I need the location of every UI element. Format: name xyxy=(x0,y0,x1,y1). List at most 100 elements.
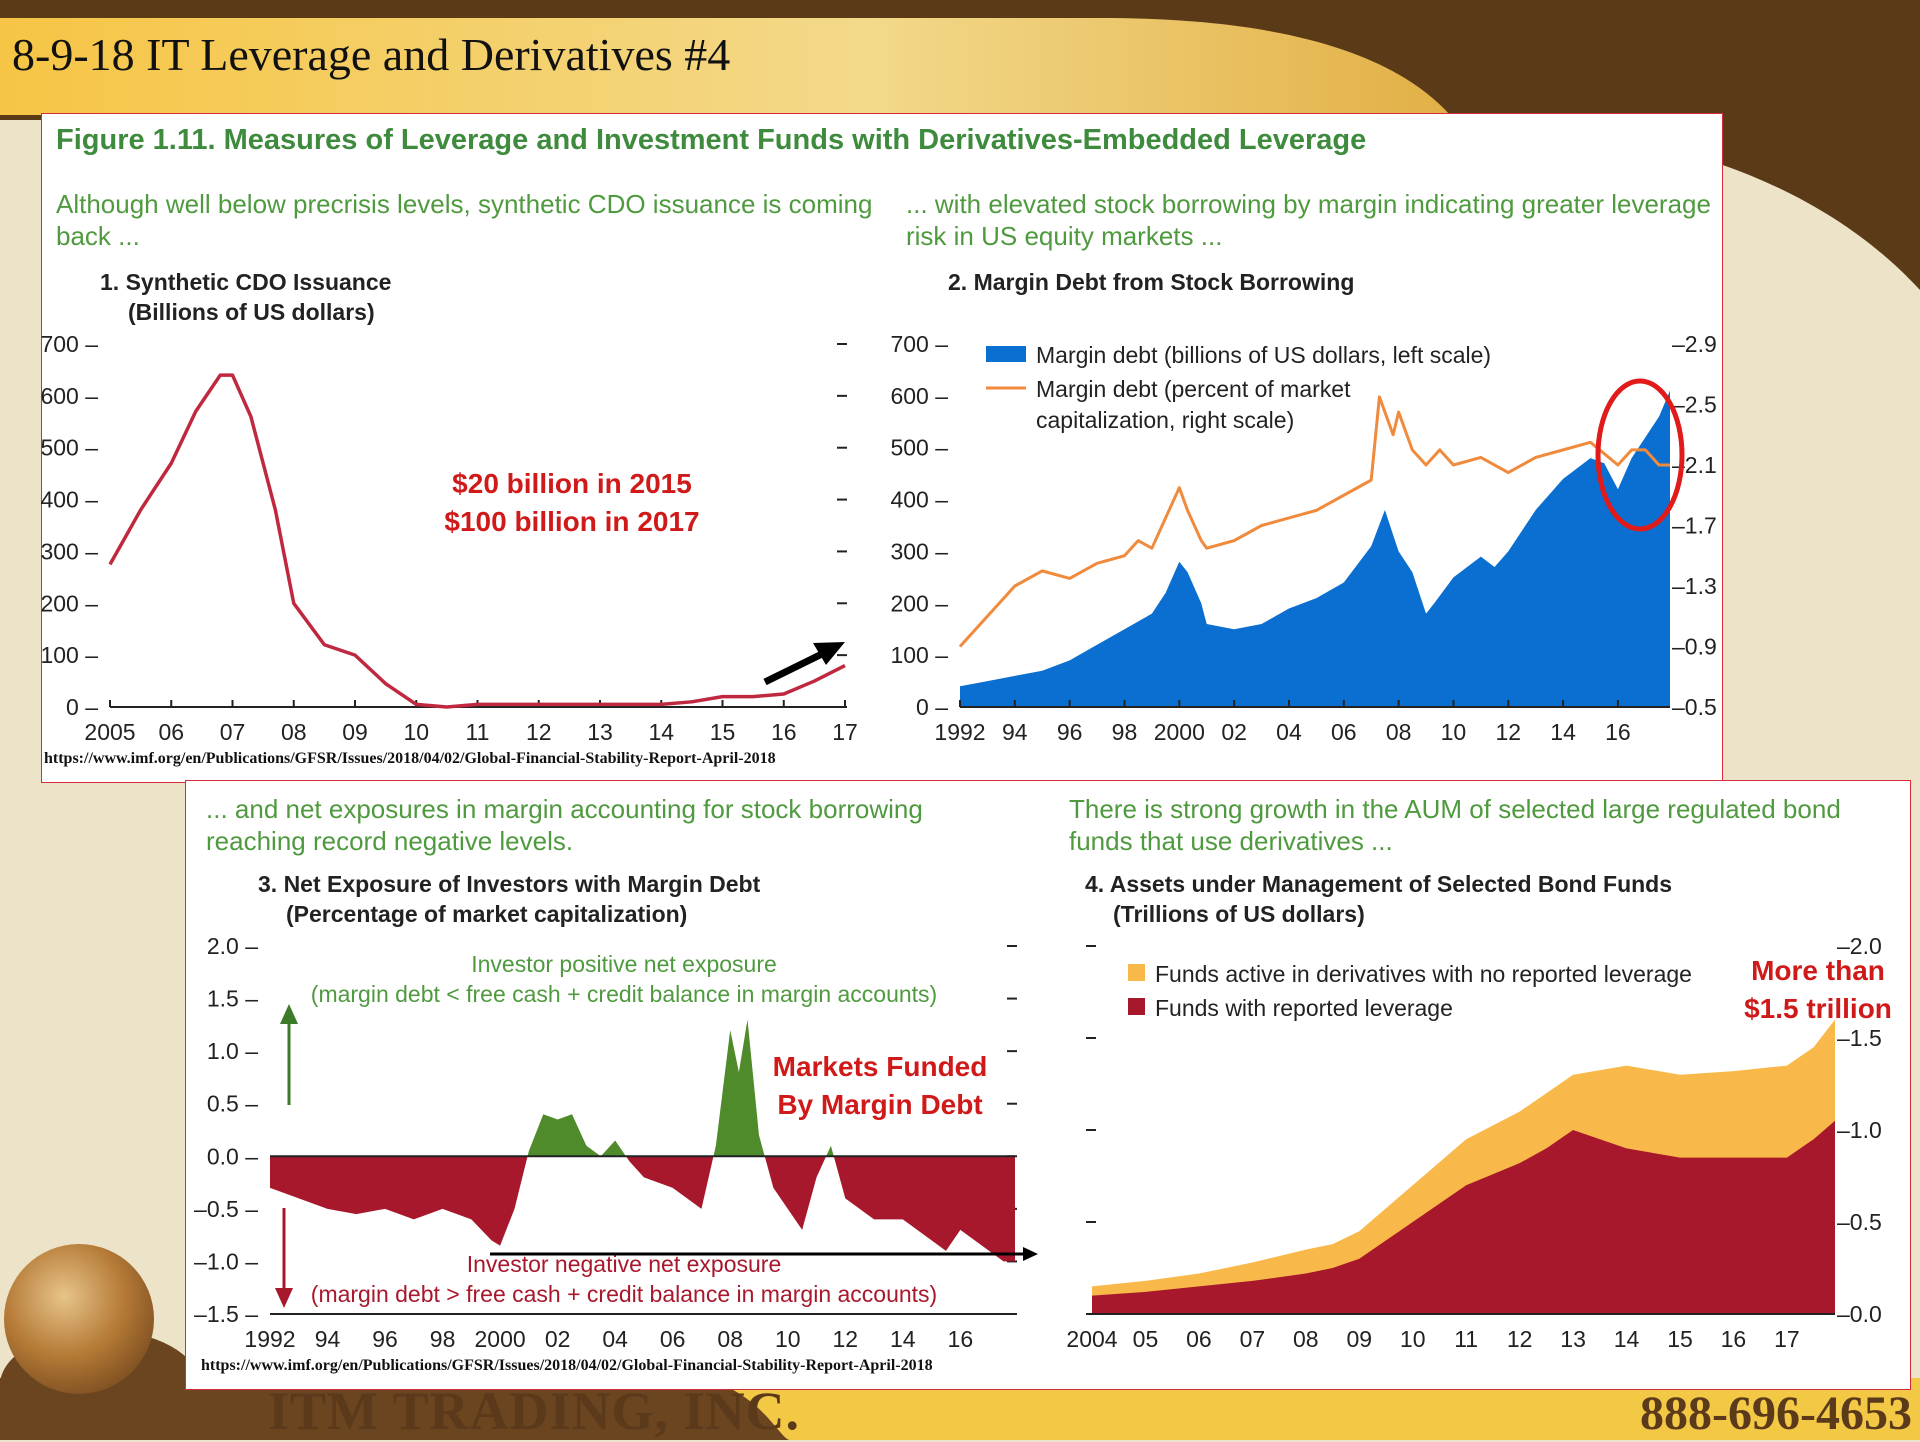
x-tick-label: 98 xyxy=(1112,719,1138,745)
lead-line: ... and net exposures in margin accounti… xyxy=(206,794,923,824)
legend-swatch-leverage xyxy=(1128,998,1145,1015)
y-tick-label: 0 – xyxy=(66,694,98,720)
x-tick-label: 94 xyxy=(1002,719,1028,745)
x-tick-label: 08 xyxy=(1293,1326,1319,1352)
x-tick-label: 13 xyxy=(587,719,613,745)
x-tick-label: 11 xyxy=(1454,1326,1478,1352)
y-tick-label: 100 – xyxy=(890,642,948,668)
x-tick-label: 08 xyxy=(717,1326,743,1352)
x-tick-label: 04 xyxy=(602,1326,628,1352)
lead-line: Although well below precrisis levels, sy… xyxy=(56,189,873,219)
y-tick-label: 0 – xyxy=(916,694,948,720)
chart-title: 4. Assets under Management of Selected B… xyxy=(1085,871,1672,897)
negative-exposure-area xyxy=(270,1156,1015,1262)
x-tick-label: 16 xyxy=(948,1326,974,1352)
y-tick-label: –1.5 xyxy=(1837,1025,1882,1051)
negative-exposure-label: (margin debt > free cash + credit balanc… xyxy=(311,1281,937,1307)
y-tick-label: 300 – xyxy=(40,538,98,564)
legend-label: Funds active in derivatives with no repo… xyxy=(1155,961,1692,987)
x-tick-label: 94 xyxy=(315,1326,341,1352)
x-tick-label: 05 xyxy=(1133,1326,1159,1352)
x-tick-label: 10 xyxy=(775,1326,801,1352)
down-arrow-head xyxy=(275,1288,293,1308)
x-tick-label: 2000 xyxy=(1154,719,1205,745)
y-tick-label: –1.0 xyxy=(1837,1117,1882,1143)
x-tick-label: 10 xyxy=(1400,1326,1426,1352)
y2-tick-label: –0.9 xyxy=(1672,634,1717,660)
chart-title: (Percentage of market capitalization) xyxy=(286,901,687,927)
x-tick-label: 15 xyxy=(710,719,736,745)
y2-tick-label: –1.7 xyxy=(1672,513,1717,539)
x-tick-label: 14 xyxy=(1614,1326,1640,1352)
lead-text-bond-funds: There is strong growth in the AUM of sel… xyxy=(1069,793,1889,857)
source-url-top: https://www.imf.org/en/Publications/GFSR… xyxy=(44,750,776,767)
x-tick-label: 12 xyxy=(832,1326,858,1352)
positive-exposure-label: (margin debt < free cash + credit balanc… xyxy=(311,981,937,1007)
x-tick-label: 1992 xyxy=(244,1326,295,1352)
y-tick-label: 200 – xyxy=(40,590,98,616)
positive-exposure-area xyxy=(527,1019,834,1157)
x-tick-label: 04 xyxy=(1276,719,1302,745)
slide-title: 8-9-18 IT Leverage and Derivatives #4 xyxy=(12,29,731,80)
x-tick-label: 09 xyxy=(342,719,368,745)
y2-tick-label: –2.9 xyxy=(1672,331,1717,357)
x-tick-label: 96 xyxy=(1057,719,1083,745)
chart-title: 3. Net Exposure of Investors with Margin… xyxy=(258,871,761,897)
up-arrow-head xyxy=(280,1004,298,1024)
x-tick-label: 14 xyxy=(1550,719,1576,745)
lead-line: back ... xyxy=(56,221,140,251)
x-tick-label: 15 xyxy=(1667,1326,1693,1352)
x-tick-label: 08 xyxy=(1386,719,1412,745)
x-tick-label: 2004 xyxy=(1066,1326,1117,1352)
y-tick-label: 0.5 – xyxy=(207,1091,258,1117)
highlight-circle xyxy=(1595,378,1685,532)
globe-icon xyxy=(4,1244,154,1394)
x-tick-label: 12 xyxy=(1495,719,1521,745)
x-tick-label: 10 xyxy=(1441,719,1467,745)
x-tick-label: 07 xyxy=(1240,1326,1266,1352)
y-tick-label: –1.0 – xyxy=(194,1248,258,1274)
chart-title: (Billions of US dollars) xyxy=(128,299,375,325)
x-tick-label: 11 xyxy=(466,719,490,745)
lead-text-margin: ... with elevated stock borrowing by mar… xyxy=(906,188,1716,252)
x-tick-label: 06 xyxy=(158,719,184,745)
x-tick-label: 07 xyxy=(220,719,246,745)
footer-company-name: ITM TRADING, INC. xyxy=(268,1381,801,1441)
bond-annotation: $1.5 trillion xyxy=(1744,993,1892,1024)
y-tick-label: 2.0 – xyxy=(207,933,258,959)
y-tick-label: 500 – xyxy=(890,435,948,461)
y-tick-label: 100 – xyxy=(40,642,98,668)
x-tick-label: 16 xyxy=(1605,719,1631,745)
y-tick-label: 0.0 – xyxy=(207,1143,258,1169)
legend-label: Margin debt (billions of US dollars, lef… xyxy=(1036,342,1491,368)
lead-line: funds that use derivatives ... xyxy=(1069,826,1393,856)
x-tick-label: 06 xyxy=(660,1326,686,1352)
y-tick-label: 1.0 – xyxy=(207,1038,258,1064)
x-tick-label: 2005 xyxy=(84,719,135,745)
legend-label: Margin debt (percent of market xyxy=(1036,376,1351,402)
x-tick-label: 98 xyxy=(430,1326,456,1352)
y-tick-label: 600 – xyxy=(890,383,948,409)
margin-annotation: By Margin Debt xyxy=(777,1089,982,1120)
x-tick-label: 14 xyxy=(890,1326,916,1352)
x-tick-label: 1992 xyxy=(934,719,985,745)
bond-annotation: More than xyxy=(1751,955,1885,986)
x-tick-label: 16 xyxy=(1721,1326,1747,1352)
y-tick-label: –0.0 xyxy=(1837,1301,1882,1327)
x-tick-label: 16 xyxy=(771,719,797,745)
legend-swatch-area xyxy=(986,346,1026,362)
legend-label: capitalization, right scale) xyxy=(1036,407,1294,433)
y-tick-label: 700 – xyxy=(40,331,98,357)
x-tick-label: 10 xyxy=(403,719,429,745)
y2-tick-label: –2.5 xyxy=(1672,392,1717,418)
y2-tick-label: –0.5 xyxy=(1672,694,1717,720)
y-tick-label: 700 – xyxy=(890,331,948,357)
x-tick-label: 12 xyxy=(1507,1326,1533,1352)
y-tick-label: –0.5 xyxy=(1837,1209,1882,1235)
x-tick-label: 06 xyxy=(1186,1326,1212,1352)
funds-leverage-area xyxy=(1092,1120,1835,1314)
x-tick-label: 13 xyxy=(1560,1326,1586,1352)
lead-line: There is strong growth in the AUM of sel… xyxy=(1069,794,1841,824)
x-tick-label: 06 xyxy=(1331,719,1357,745)
